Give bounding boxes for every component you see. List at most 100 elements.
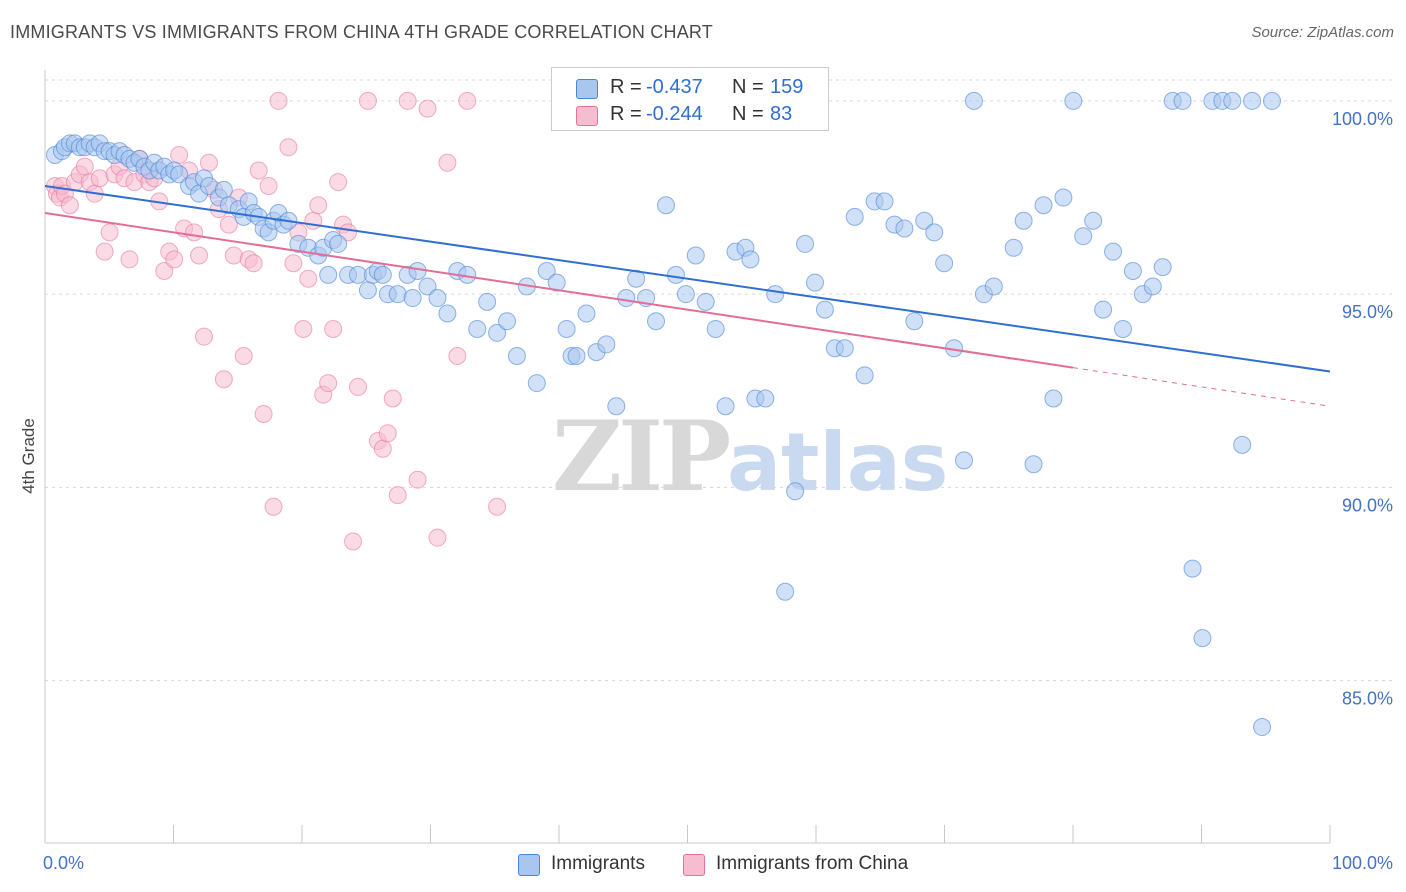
china-point xyxy=(75,157,94,176)
immigrants-point xyxy=(507,347,526,366)
china-point xyxy=(194,327,213,346)
immigrants-point xyxy=(597,335,616,354)
immigrants-point xyxy=(1004,238,1023,257)
china-point xyxy=(120,250,139,269)
legend-label: Immigrants xyxy=(551,853,645,874)
china-point xyxy=(279,138,298,157)
immigrants-point xyxy=(358,281,377,300)
china-point xyxy=(488,497,507,516)
trend-line-china-dashed xyxy=(1072,367,1331,407)
china-point xyxy=(358,91,377,110)
immigrants-point xyxy=(617,289,636,308)
immigrants-point xyxy=(319,265,338,284)
china-point xyxy=(165,250,184,269)
immigrants-point xyxy=(656,196,675,215)
china-point xyxy=(344,532,363,551)
immigrants-point xyxy=(666,265,685,284)
legend-r-value: -0.244 xyxy=(646,103,703,125)
immigrants-point xyxy=(438,304,457,323)
immigrants-point xyxy=(547,273,566,292)
correlation-legend: R = -0.437 N = 159 R = -0.244 N = 83 xyxy=(551,67,829,131)
source-label: Source: ZipAtlas.com xyxy=(1251,24,1394,41)
legend-swatch-pink xyxy=(683,854,705,876)
series-immigrants xyxy=(45,91,1281,737)
china-point xyxy=(284,254,303,273)
legend-swatch-blue xyxy=(576,79,598,99)
immigrants-point xyxy=(776,582,795,601)
china-point xyxy=(329,173,348,192)
immigrants-point xyxy=(627,269,646,288)
immigrants-point xyxy=(1064,91,1083,110)
chart-title: IMMIGRANTS VS IMMIGRANTS FROM CHINA 4TH … xyxy=(10,22,713,42)
immigrants-point xyxy=(428,289,447,308)
china-point xyxy=(259,176,278,195)
y-tick-label: 90.0% xyxy=(1342,495,1393,515)
immigrants-point xyxy=(766,285,785,304)
watermark-atlas: atlas xyxy=(727,416,949,509)
legend-label: Immigrants from China xyxy=(716,853,909,874)
china-point xyxy=(219,215,238,234)
china-point xyxy=(378,424,397,443)
china-point xyxy=(90,169,109,188)
immigrants-point xyxy=(905,312,924,331)
china-point xyxy=(244,254,263,273)
immigrants-point xyxy=(845,207,864,226)
y-tick-label: 100.0% xyxy=(1332,109,1393,129)
immigrants-point xyxy=(696,292,715,311)
trend-line-immigrants xyxy=(44,184,1331,373)
immigrants-point xyxy=(1034,196,1053,215)
china-point xyxy=(249,161,268,180)
china-point xyxy=(224,246,243,265)
china-point xyxy=(199,153,218,172)
immigrants-point xyxy=(418,277,437,296)
immigrants-point xyxy=(875,192,894,211)
immigrants-point xyxy=(925,223,944,242)
immigrants-point xyxy=(1243,91,1262,110)
immigrants-point xyxy=(1014,211,1033,230)
immigrants-point xyxy=(984,277,1003,296)
immigrants-point xyxy=(815,300,834,319)
immigrants-point xyxy=(805,273,824,292)
trend-lines xyxy=(44,184,1331,407)
immigrants-point xyxy=(557,319,576,338)
china-point xyxy=(95,242,114,261)
immigrants-point xyxy=(527,374,546,393)
y-tick-label: 95.0% xyxy=(1342,302,1393,322)
china-point xyxy=(348,377,367,396)
immigrants-point xyxy=(1183,559,1202,578)
legend-swatch-pink xyxy=(576,106,598,126)
immigrants-point xyxy=(408,261,427,280)
china-point xyxy=(60,196,79,215)
immigrants-point xyxy=(1173,91,1192,110)
immigrants-point xyxy=(537,261,556,280)
immigrants-point xyxy=(388,285,407,304)
x-tick-label: 0.0% xyxy=(43,853,84,873)
immigrants-point xyxy=(686,246,705,265)
immigrants-point xyxy=(478,292,497,311)
immigrants-point xyxy=(756,389,775,408)
china-point xyxy=(190,246,209,265)
immigrants-point xyxy=(607,397,626,416)
legend-swatch-blue xyxy=(518,854,540,876)
immigrants-point xyxy=(1024,455,1043,474)
china-point xyxy=(269,91,288,110)
immigrants-point xyxy=(488,323,507,342)
y-axis-title: 4th Grade xyxy=(19,418,38,494)
immigrants-point xyxy=(1094,300,1113,319)
china-point xyxy=(373,439,392,458)
immigrants-point xyxy=(647,312,666,331)
trend-line-china xyxy=(44,212,1074,369)
immigrants-point xyxy=(1143,277,1162,296)
china-point xyxy=(324,319,343,338)
china-point xyxy=(234,347,253,366)
immigrants-point xyxy=(796,234,815,253)
immigrants-point xyxy=(1263,91,1281,110)
immigrants-point xyxy=(1054,188,1073,207)
gridlines xyxy=(45,79,1395,682)
legend-r-label: R = xyxy=(610,103,642,125)
legend-n-label: N = xyxy=(732,103,764,125)
immigrants-point xyxy=(373,265,392,284)
legend-n-value: 83 xyxy=(770,103,793,125)
immigrants-point xyxy=(835,339,854,358)
immigrants-point xyxy=(468,319,487,338)
